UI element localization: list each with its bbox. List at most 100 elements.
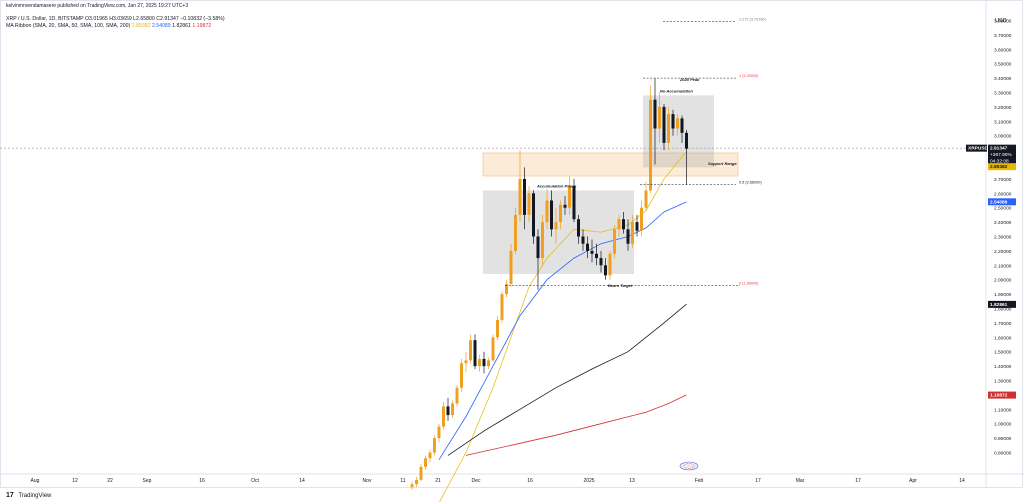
y-tick-label: 3.80000: [994, 19, 1012, 25]
candle-body: [662, 106, 666, 143]
y-tick-label: 1.70000: [994, 321, 1012, 327]
candle-body: [554, 222, 558, 230]
x-tick-label: Aug: [31, 478, 40, 484]
candle-body: [500, 294, 504, 321]
candle-body: [541, 222, 544, 259]
candle-body: [608, 253, 612, 276]
candle-body: [599, 258, 603, 266]
ma100-price-tag: 1.82861: [990, 302, 1008, 308]
candle-body: [635, 222, 639, 231]
last-price-tag: +367.90%: [990, 152, 1012, 158]
candle-body: [590, 250, 594, 254]
ma200-price-tag-bg: [988, 391, 1016, 399]
last-price-tag: 04:32:08: [990, 159, 1009, 165]
candle-body: [653, 99, 657, 129]
y-tick-label: 3.20000: [994, 105, 1012, 111]
chart-frame: [0, 0, 1023, 488]
candle-body: [685, 132, 688, 149]
ma100-value: 1.82861: [172, 23, 191, 29]
y-tick-label: 2.20000: [994, 249, 1012, 255]
candle-body: [532, 193, 535, 237]
symbol-title: XRP / U.S. Dollar, 1D, BITSTAMP: [6, 16, 84, 22]
candle-body: [455, 387, 459, 404]
candle-body: [478, 358, 481, 367]
candle-body: [442, 406, 445, 427]
candle-body: [487, 360, 490, 367]
ma-line-4: [465, 394, 687, 456]
y-tick-label: 1.60000: [994, 335, 1012, 341]
event-marker-icon: [679, 461, 699, 471]
tradingview-logo-icon: 17: [6, 492, 14, 499]
ma-line-1: [439, 151, 687, 502]
x-tick-label: 11: [400, 478, 405, 484]
y-tick-label: 2.40000: [994, 220, 1012, 226]
bears-target-label: Bears Target: [608, 283, 633, 288]
ma20-price-tag: 2.89382: [990, 164, 1008, 170]
candle-body: [626, 229, 630, 244]
candle-body: [491, 337, 495, 361]
candle-body: [419, 466, 423, 480]
fib-level-label: 0 (1.96000): [739, 281, 759, 285]
ma-line-2: [438, 201, 687, 460]
candle-body: [604, 265, 607, 276]
candle-body: [658, 106, 661, 129]
candle-body: [460, 363, 463, 388]
symbol-legend: XRP / U.S. Dollar, 1D, BITSTAMP O3.01965…: [6, 16, 225, 22]
x-tick-label: Mar: [796, 478, 805, 484]
candle-body: [523, 178, 526, 215]
ma50-value: 2.54089: [151, 23, 171, 29]
peak-label: 2025 Peak: [679, 77, 700, 82]
y-tick-label: 1.00000: [994, 422, 1012, 428]
currency-label: USD: [995, 18, 1007, 24]
event-marker-ring: [683, 463, 695, 469]
candle-body: [433, 438, 436, 453]
x-tick-label: Oct: [251, 478, 259, 484]
x-tick-label: Sep: [143, 478, 152, 484]
x-tick-label: 17: [855, 478, 861, 484]
ma-title: MA Ribbon (SMA, 20, SMA, 50, SMA, 100, S…: [6, 23, 131, 29]
ma200-value: 1.19872: [192, 23, 212, 29]
candle-body: [518, 178, 522, 215]
ma200-price-tag: 1.19872: [990, 393, 1008, 399]
y-tick-label: 3.00000: [994, 134, 1012, 140]
x-tick-label: 21: [435, 478, 441, 484]
y-tick-label: 2.70000: [994, 177, 1012, 183]
x-tick-label: 17: [755, 478, 761, 484]
x-tick-label: 13: [629, 478, 635, 484]
candle-body: [568, 186, 571, 208]
x-tick-label: 14: [959, 478, 965, 484]
x-tick-label: 2025: [583, 478, 594, 484]
x-tick-label: Feb: [695, 478, 704, 484]
x-tick-label: Nov: [363, 478, 372, 484]
candle-body: [496, 320, 499, 338]
x-tick-label: 12: [72, 478, 78, 484]
candle-body: [482, 358, 486, 367]
candle-body: [581, 236, 585, 244]
last-price-tag: 2.91347: [990, 146, 1008, 152]
y-tick-label: 1.80000: [994, 307, 1012, 313]
ma50-price-tag-bg: [988, 198, 1016, 206]
ma50-price-tag: 2.54089: [990, 199, 1008, 205]
candle-body: [671, 114, 675, 129]
y-tick-label: 2.50000: [994, 206, 1012, 212]
candle-body: [622, 219, 625, 230]
reaccumulation-label: Re-Accumulation: [660, 89, 693, 94]
candle-body: [586, 243, 589, 251]
symbol-tag-bg: [966, 144, 987, 152]
x-tick-label: 16: [527, 478, 533, 484]
candle-body: [559, 204, 562, 223]
y-tick-label: 0.90000: [994, 436, 1012, 442]
brand-label: TradingView: [18, 493, 52, 499]
candle-body: [563, 204, 567, 208]
ohlc-values: O3.01965 H3.03659 L2.65800 C2.91347 −0.1…: [85, 16, 225, 22]
fib-level-label: 1 (3.40000): [739, 74, 759, 78]
y-tick-label: 1.90000: [994, 292, 1012, 298]
candle-body: [473, 340, 477, 367]
x-tick-label: 22: [107, 478, 113, 484]
candle-body: [640, 207, 643, 231]
fib-level-label: 0.5 (2.66000): [739, 181, 762, 185]
candle-body: [509, 250, 513, 285]
x-tick-label: 16: [199, 478, 205, 484]
tradingview-footer[interactable]: 17 TradingView: [6, 492, 51, 499]
